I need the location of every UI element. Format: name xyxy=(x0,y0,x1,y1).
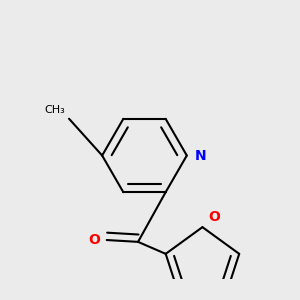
Text: CH₃: CH₃ xyxy=(45,105,65,115)
Text: O: O xyxy=(88,233,100,247)
Text: O: O xyxy=(208,210,220,224)
Text: N: N xyxy=(195,148,206,163)
